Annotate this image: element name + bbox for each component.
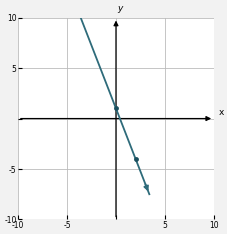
Text: x: x xyxy=(218,108,223,117)
Text: y: y xyxy=(117,4,122,13)
